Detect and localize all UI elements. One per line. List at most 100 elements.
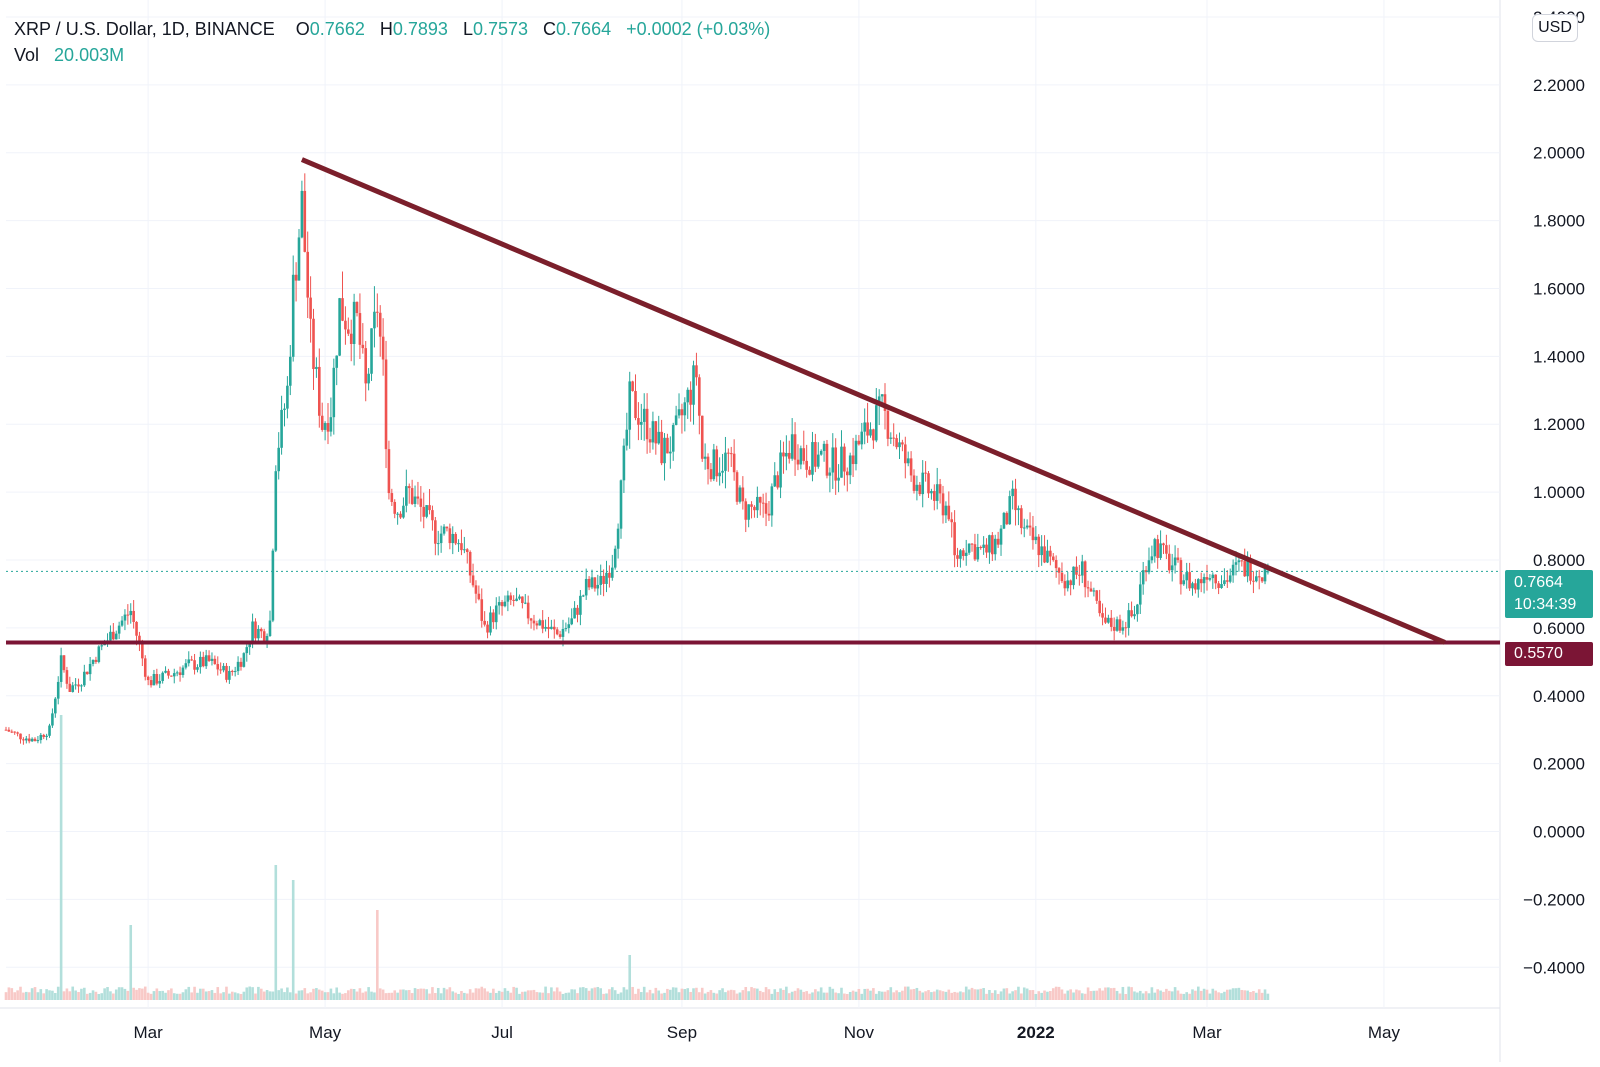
volume-bar: [648, 989, 652, 1000]
candle-body: [146, 676, 150, 681]
volume-bar: [1263, 989, 1267, 1000]
candle-body: [889, 437, 893, 439]
volume-bar: [294, 993, 298, 1000]
volume-bar: [515, 987, 518, 1000]
price-tick-label: 1.2000: [1533, 415, 1585, 434]
volume-bar: [944, 991, 948, 1000]
volume-bar: [1165, 988, 1168, 1000]
price-tick-label: 1.8000: [1533, 212, 1585, 231]
volume-bar: [599, 988, 602, 1000]
candle-body: [1086, 587, 1090, 589]
candle-body: [947, 505, 951, 520]
candle-body: [428, 505, 431, 511]
volume-bar: [1107, 987, 1110, 1000]
volume-bar: [593, 987, 597, 1000]
volume-bar: [129, 925, 133, 1000]
candle-body: [1156, 539, 1159, 558]
volume-bar: [1049, 991, 1052, 1000]
volume-bar: [584, 988, 588, 1000]
volume-bar: [654, 987, 658, 1000]
volume-bar: [213, 992, 217, 1000]
volume-bar: [703, 993, 707, 1000]
volume-bar: [309, 992, 312, 1000]
candle-body: [489, 612, 492, 633]
candle-body: [854, 440, 858, 465]
volume-bar: [445, 989, 449, 1000]
candle-body: [402, 505, 405, 518]
volume-bar: [216, 987, 220, 1000]
candle-body: [16, 732, 19, 734]
volume-bar: [259, 988, 263, 1000]
candle-body: [660, 431, 663, 464]
volume-bar: [486, 991, 489, 1000]
volume-bar: [1153, 992, 1157, 1000]
high-label: H: [379, 19, 393, 39]
candle-body: [1054, 560, 1058, 569]
volume-bar: [738, 992, 742, 1000]
volume-bar: [1182, 993, 1186, 1000]
price-tick-label: 0.2000: [1533, 755, 1585, 774]
currency-button[interactable]: USD: [1532, 14, 1578, 42]
candle-body: [425, 505, 428, 517]
volume-bar: [228, 993, 231, 1000]
volume-bar: [611, 987, 614, 1000]
descending-trendline[interactable]: [300, 157, 1446, 645]
candle-body: [114, 633, 118, 640]
volume-bar: [19, 986, 22, 1000]
change-value: +0.0002 (+0.03%): [626, 19, 771, 39]
volume-bar: [744, 987, 748, 1000]
time-tick-label: Nov: [844, 1023, 875, 1042]
volume-bar: [1252, 991, 1255, 1000]
candle-body: [669, 451, 672, 454]
time-axis[interactable]: Mar May Jul Sep Nov 2022 Mar May: [134, 1023, 1401, 1042]
volume-bar: [1231, 988, 1235, 1000]
candle-body: [1063, 581, 1067, 589]
volume-bar: [840, 987, 843, 1000]
volume-bar: [811, 992, 814, 1000]
volume-bar: [480, 986, 484, 1000]
volume-bar: [709, 990, 713, 1000]
volume-bar: [71, 986, 75, 1000]
candle-body: [962, 550, 965, 556]
candle-body: [819, 450, 823, 455]
volume-bar: [1086, 987, 1090, 1000]
candle-body: [7, 729, 11, 732]
volume-bar: [42, 993, 46, 1000]
candle-body: [1165, 545, 1168, 554]
price-axis[interactable]: 2.40002.20002.00001.80001.60001.40001.20…: [1523, 8, 1585, 977]
volume-bar: [225, 986, 228, 1000]
volume-bar: [91, 990, 95, 1000]
volume-bar: [149, 993, 153, 1000]
volume-bar: [338, 992, 341, 1000]
candle-body: [103, 643, 106, 646]
volume-bar: [927, 990, 930, 1000]
volume-bar: [613, 990, 617, 1000]
volume-bar: [271, 991, 275, 1000]
volume-bar: [335, 987, 339, 1000]
volume-bar: [645, 992, 649, 1000]
candle-body: [640, 421, 643, 425]
volume-bar: [576, 993, 579, 1000]
candle-body: [953, 522, 956, 556]
candle-body: [680, 409, 684, 416]
candle-body: [22, 739, 25, 741]
candle-body: [1199, 579, 1203, 584]
candle-body: [1025, 525, 1029, 528]
candle-body: [1141, 570, 1145, 585]
volume-bar: [465, 993, 469, 1000]
candle-body: [1011, 488, 1014, 497]
symbol-title[interactable]: XRP / U.S. Dollar, 1D, BINANCE: [14, 19, 275, 39]
volume-bar: [677, 992, 681, 1000]
candle-body: [532, 620, 536, 624]
candle-body: [497, 602, 501, 606]
candle-body: [1138, 584, 1142, 605]
volume-bar: [500, 991, 504, 1000]
candle-body: [770, 486, 774, 516]
candle-body: [535, 623, 539, 626]
candle-body: [918, 484, 922, 495]
candle-body: [187, 659, 191, 664]
volume-bar: [315, 988, 318, 1000]
candle-body: [228, 670, 231, 680]
